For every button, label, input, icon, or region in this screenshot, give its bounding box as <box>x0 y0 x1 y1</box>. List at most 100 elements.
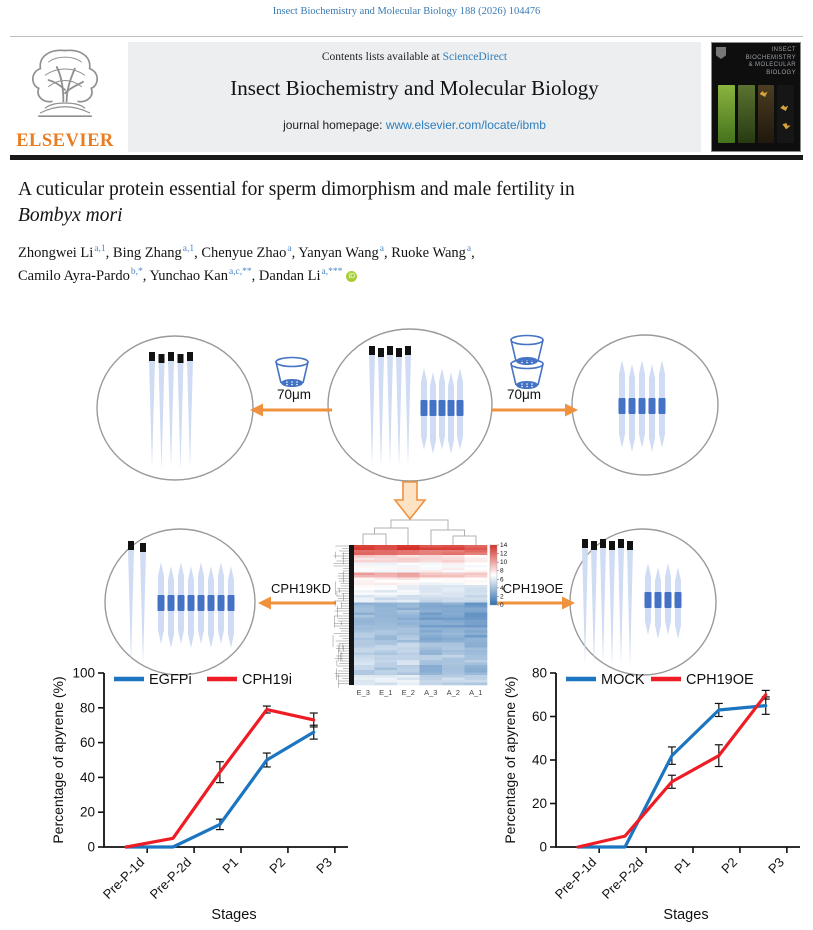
y-tick-label: 20 <box>532 796 547 811</box>
journal-info-box: Contents lists available at ScienceDirec… <box>128 42 701 152</box>
colorbar-tick: 6 <box>500 576 504 583</box>
cover-strip <box>737 85 755 143</box>
series-MOCK <box>576 704 768 849</box>
author-name: Camilo Ayra-Pardo <box>18 267 130 284</box>
x-tick-label: Pre-P-1d <box>100 855 147 902</box>
affiliation-superscript: a,1 <box>94 244 106 255</box>
knockdown-arrow <box>258 596 336 610</box>
citation-line: Insect Biochemistry and Molecular Biolog… <box>272 6 541 17</box>
elsevier-wordmark: ELSEVIER <box>16 131 114 151</box>
y-tick-label: 100 <box>72 666 95 681</box>
elsevier-logo: ELSEVIER <box>12 42 118 152</box>
x-axis-label: Stages <box>211 907 256 923</box>
y-tick-label: 40 <box>80 770 95 785</box>
journal-banner: ELSEVIER Contents lists available at Sci… <box>12 42 801 152</box>
author-name: Dandan Li <box>258 267 321 284</box>
x-tick-label: P1 <box>671 855 693 877</box>
journal-homepage-link[interactable]: www.elsevier.com/locate/ibmb <box>385 118 546 132</box>
butterfly-icon <box>759 91 768 97</box>
overexpression-chart: 0 20 40 60 80 Pre-P-1d Pre-P-2d P1 P2 P3 Stages Per… <box>502 666 800 923</box>
x-tick-label: Pre-P-1d <box>552 855 599 902</box>
y-tick-label: 60 <box>80 735 95 750</box>
y-tick-label: 80 <box>532 666 547 681</box>
journal-title: Insect Biochemistry and Molecular Biolog… <box>230 76 599 100</box>
series-EGFPi <box>124 730 316 849</box>
heatmap-column-label: A_2 <box>447 688 460 697</box>
sciencedirect-link[interactable]: ScienceDirect <box>442 51 508 63</box>
knockdown-label: CPH19KD <box>271 581 331 596</box>
x-tick-label: Pre-P-2d <box>599 855 646 902</box>
pool-eupyrene <box>96 335 254 481</box>
legend-label: CPH19i <box>242 672 292 688</box>
homepage-prefix: journal homepage: <box>283 118 386 132</box>
heatmap-column-label: E_1 <box>379 688 392 697</box>
cover-strip <box>718 85 735 143</box>
author-name: Bing Zhang <box>112 245 182 262</box>
heatmap-row-labels <box>349 545 354 685</box>
heatmap-column-label: A_1 <box>469 688 482 697</box>
pool-apyrene <box>571 334 719 476</box>
colorbar-tick: 10 <box>500 559 508 566</box>
header-divider-bar <box>10 155 803 160</box>
affiliation-superscript: a <box>287 244 292 255</box>
author-name: Yanyan Wang <box>298 245 379 262</box>
colorbar-tick: 4 <box>500 585 504 592</box>
cover-publisher-icon <box>716 47 726 59</box>
elsevier-tree-icon <box>31 49 99 117</box>
colorbar-tick: 0 <box>500 602 504 609</box>
cover-title: INSECT BIOCHEMISTRY & MOLECULAR BIOLOGY <box>745 47 796 76</box>
y-tick-label: 80 <box>80 700 95 715</box>
y-tick-label: 60 <box>532 709 547 724</box>
journal-cover-thumbnail[interactable]: INSECT BIOCHEMISTRY & MOLECULAR BIOLOGY <box>711 42 801 152</box>
overexpression-arrow <box>497 596 575 610</box>
affiliation-superscript: a,c,** <box>228 266 252 277</box>
heatmap-column-label: E_2 <box>402 688 415 697</box>
series-CPH19OE <box>576 693 768 849</box>
cph19kd-result <box>104 528 256 676</box>
knockdown-chart: 0 20 40 60 80 100 Pre-P-1d Pre-P-2d P1 P2 P3 Stages… <box>50 666 348 923</box>
overexpression-label: CPH19OE <box>503 581 564 596</box>
affiliation-superscript: a,1 <box>182 244 195 255</box>
legend-label: CPH19OE <box>686 672 754 688</box>
author-list: Zhongwei Lia,1, Bing Zhanga,1, Chenyue Z… <box>18 244 475 284</box>
y-axis-label: Percentage of apyrene (%) <box>50 676 66 843</box>
affiliation-superscript: a,*** <box>321 266 343 277</box>
cph19oe-result <box>569 528 717 676</box>
x-tick-label: P3 <box>313 855 335 877</box>
article-title: A cuticular protein essential for sperm … <box>18 177 795 229</box>
butterfly-icon <box>780 105 789 111</box>
top-rule <box>10 36 803 37</box>
x-tick-label: Pre-P-2d <box>147 855 194 902</box>
y-tick-label: 0 <box>539 840 547 855</box>
affiliation-superscript: a <box>379 244 384 255</box>
x-axis-label: Stages <box>663 907 708 923</box>
legend-label: EGFPi <box>149 672 192 688</box>
colorbar-tick: 12 <box>500 551 508 558</box>
cover-image-strips <box>718 85 794 143</box>
colorbar-tick: 2 <box>500 593 504 600</box>
filter-size-label: 70μm <box>507 387 541 402</box>
column-dendrogram <box>362 519 477 545</box>
legend-label: MOCK <box>601 672 645 688</box>
contents-prefix: Contents lists available at <box>321 51 443 63</box>
heatmap-column-label: E_3 <box>357 688 370 697</box>
y-tick-label: 0 <box>87 840 95 855</box>
orcid-icon[interactable]: iD <box>346 270 358 282</box>
author-name: Ruoke Wang <box>391 245 466 262</box>
heatmap-column-label: A_3 <box>424 688 437 697</box>
title-species-italic: Bombyx mori <box>18 205 123 227</box>
x-tick-label: P1 <box>219 855 241 877</box>
down-arrow <box>393 481 427 521</box>
filter-arrow-right <box>492 403 578 417</box>
pool-mixed <box>327 328 493 482</box>
heatmap-colorbar <box>489 544 498 606</box>
affiliation-superscript: b,* <box>130 266 143 277</box>
cover-strip <box>777 85 794 143</box>
y-tick-label: 40 <box>532 753 547 768</box>
filter-size-label: 70μm <box>277 387 311 402</box>
colorbar-tick: 8 <box>500 568 504 575</box>
cover-strip <box>757 85 775 143</box>
